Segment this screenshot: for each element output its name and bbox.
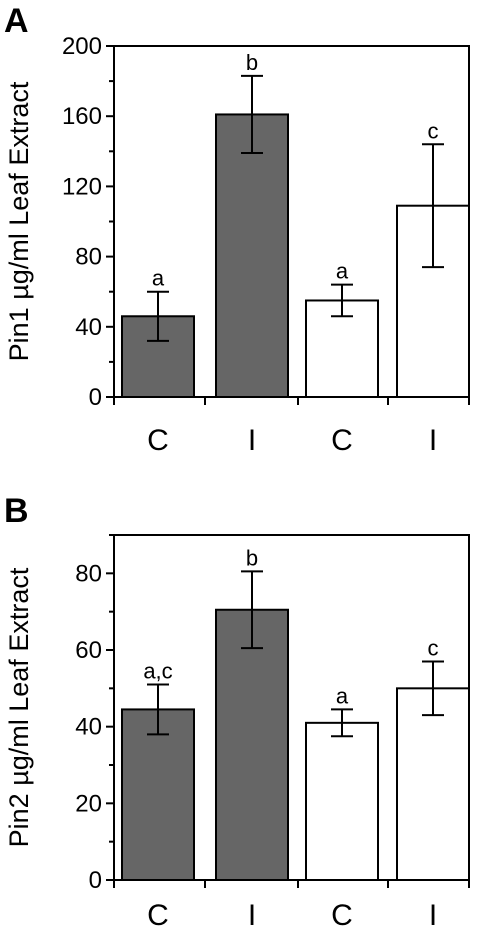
y-tick-label: 40 (75, 714, 102, 741)
x-category-label: I (429, 424, 437, 457)
significance-label: a (336, 259, 349, 284)
panel-label: B (4, 492, 29, 530)
significance-label: c (428, 118, 439, 143)
panel-label: A (4, 2, 29, 40)
y-tick-label: 160 (62, 103, 102, 130)
y-axis-label: Pin2 µg/ml Leaf Extract (4, 567, 34, 847)
significance-label: b (246, 545, 258, 570)
bar (305, 721, 379, 881)
y-axis-label: Pin1 µg/ml Leaf Extract (4, 81, 34, 361)
x-category-label: C (147, 424, 169, 457)
significance-label: a,c (143, 659, 172, 684)
x-category-label: I (429, 899, 437, 929)
bar (396, 687, 470, 881)
y-tick-label: 0 (89, 867, 102, 894)
x-category-label: C (331, 899, 353, 929)
bar (215, 113, 289, 398)
y-tick-label: 40 (75, 314, 102, 341)
y-tick-label: 20 (75, 790, 102, 817)
x-category-label: I (248, 424, 256, 457)
y-tick-label: 60 (75, 637, 102, 664)
significance-label: a (152, 266, 165, 291)
significance-label: a (336, 683, 349, 708)
y-tick-label: 80 (75, 560, 102, 587)
y-tick-label: 80 (75, 244, 102, 271)
y-tick-label: 120 (62, 173, 102, 200)
x-category-label: C (331, 424, 353, 457)
significance-label: b (246, 50, 258, 75)
x-category-label: C (147, 899, 169, 929)
bar (121, 315, 195, 398)
significance-label: c (428, 636, 439, 661)
panel-b: B Pin2 µg/ml Leaf Extract 0 20 40 60 80 a,c Cb Ia… (4, 492, 470, 929)
bar (121, 708, 195, 882)
y-tick-label: 0 (89, 384, 102, 411)
bar (215, 608, 289, 881)
x-category-label: I (248, 899, 256, 929)
panel-a: A Pin1 µg/ml Leaf Extract 0 40 80 120 160 200 a C… (4, 2, 470, 457)
y-tick-label: 200 (62, 33, 102, 60)
